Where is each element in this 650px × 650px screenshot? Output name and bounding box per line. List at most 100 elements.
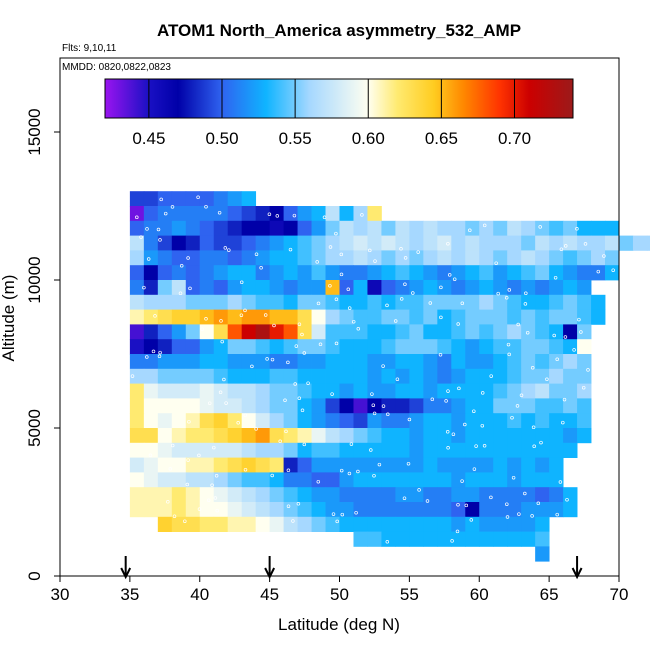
heatmap-cell xyxy=(241,265,257,281)
sample-marker xyxy=(204,204,208,209)
heatmap-cell xyxy=(157,280,173,296)
sample-marker xyxy=(399,297,404,301)
sample-marker xyxy=(186,256,190,260)
heatmap-cell xyxy=(143,324,159,340)
heatmap-cell xyxy=(297,457,312,473)
heatmap-cell xyxy=(563,265,578,281)
heatmap-cell xyxy=(409,250,424,266)
heatmap-cell xyxy=(255,309,271,325)
heatmap-cell xyxy=(241,235,257,251)
heatmap-cell xyxy=(199,383,215,399)
heatmap-cell xyxy=(423,383,438,399)
heatmap-cell xyxy=(199,191,215,207)
heatmap-cell xyxy=(255,339,271,355)
heatmap-cell xyxy=(283,502,298,518)
heatmap-cell xyxy=(185,413,201,429)
sample-marker xyxy=(530,514,534,518)
heatmap-cell xyxy=(325,368,340,384)
heatmap-cell xyxy=(437,339,452,355)
heatmap-cell xyxy=(395,457,410,473)
heatmap-cell xyxy=(507,265,522,281)
sample-marker xyxy=(328,283,332,288)
heatmap-cell xyxy=(535,516,550,532)
heatmap-cell xyxy=(409,383,424,399)
heatmap-cell xyxy=(493,516,508,532)
heatmap-cell xyxy=(241,502,257,518)
heatmap-cell xyxy=(353,472,368,488)
heatmap-cell xyxy=(451,309,466,325)
heatmap-cell xyxy=(227,487,243,503)
sample-marker xyxy=(393,319,398,323)
heatmap-cell xyxy=(129,191,145,207)
sample-marker xyxy=(417,488,421,492)
heatmap-cell xyxy=(269,354,285,370)
sample-marker xyxy=(243,467,248,472)
heatmap-cell xyxy=(521,457,536,473)
sample-marker xyxy=(402,496,407,500)
sample-marker xyxy=(504,296,509,300)
sample-marker xyxy=(275,214,280,218)
heatmap-cell xyxy=(479,280,494,296)
sample-marker xyxy=(506,342,511,347)
heatmap-cell xyxy=(367,265,382,281)
heatmap-cell xyxy=(395,235,410,251)
heatmap-cell xyxy=(409,516,424,532)
sample-marker xyxy=(157,354,162,359)
heatmap-cell xyxy=(591,220,606,236)
heatmap-cell xyxy=(241,294,257,310)
heatmap-cell xyxy=(185,442,201,458)
sample-marker xyxy=(265,357,269,361)
heatmap-cell xyxy=(479,368,494,384)
heatmap-cell xyxy=(269,294,285,310)
heatmap-cell xyxy=(395,487,410,503)
heatmap-cell xyxy=(269,368,285,384)
heatmap-cell xyxy=(157,309,173,325)
heatmap-cell xyxy=(339,309,354,325)
heatmap-cell xyxy=(227,191,243,207)
sample-markers xyxy=(130,195,615,544)
heatmap-cell xyxy=(507,324,522,340)
heatmap-cell xyxy=(395,294,410,310)
heatmap-cell xyxy=(241,250,257,266)
heatmap-cell xyxy=(437,280,452,296)
heatmap-cell xyxy=(157,220,173,236)
heatmap-cell xyxy=(591,309,606,325)
heatmap-cell xyxy=(535,250,550,266)
heatmap-cell xyxy=(199,250,215,266)
heatmap-cell xyxy=(507,368,522,384)
heatmap-cell xyxy=(395,250,410,266)
sample-marker xyxy=(577,317,581,322)
heatmap-cell xyxy=(451,457,466,473)
heatmap-cell xyxy=(493,309,508,325)
sample-marker xyxy=(525,330,530,335)
heatmap-cell xyxy=(563,309,578,325)
heatmap-cell xyxy=(381,442,396,458)
colorbar-tick-label: 0.70 xyxy=(498,129,531,148)
heatmap-cell xyxy=(479,413,494,429)
sample-marker xyxy=(530,366,535,370)
heatmap-cell xyxy=(143,339,159,355)
heatmap-cell xyxy=(395,265,410,281)
heatmap-cell xyxy=(311,398,326,414)
heatmap-cell xyxy=(213,413,229,429)
heatmap-cell xyxy=(297,339,312,355)
heatmap-cell xyxy=(409,428,424,444)
heatmap-cell xyxy=(423,398,438,414)
heatmap-cell xyxy=(507,235,522,251)
heatmap-cell xyxy=(479,457,494,473)
sample-marker xyxy=(159,197,163,202)
sample-marker xyxy=(135,215,139,220)
heatmap-cell xyxy=(395,280,410,296)
heatmap-cell xyxy=(185,487,201,503)
heatmap-cell xyxy=(185,191,201,207)
heatmap-cell xyxy=(381,413,396,429)
heatmap-cell xyxy=(143,457,159,473)
heatmap-cell xyxy=(591,294,606,310)
heatmap-cell xyxy=(465,502,480,518)
heatmap-cell xyxy=(227,309,243,325)
heatmap-cell xyxy=(521,368,536,384)
heatmap-cell xyxy=(213,502,229,518)
sample-marker xyxy=(496,291,500,296)
sample-marker xyxy=(472,409,476,413)
heatmap-cell xyxy=(269,339,285,355)
